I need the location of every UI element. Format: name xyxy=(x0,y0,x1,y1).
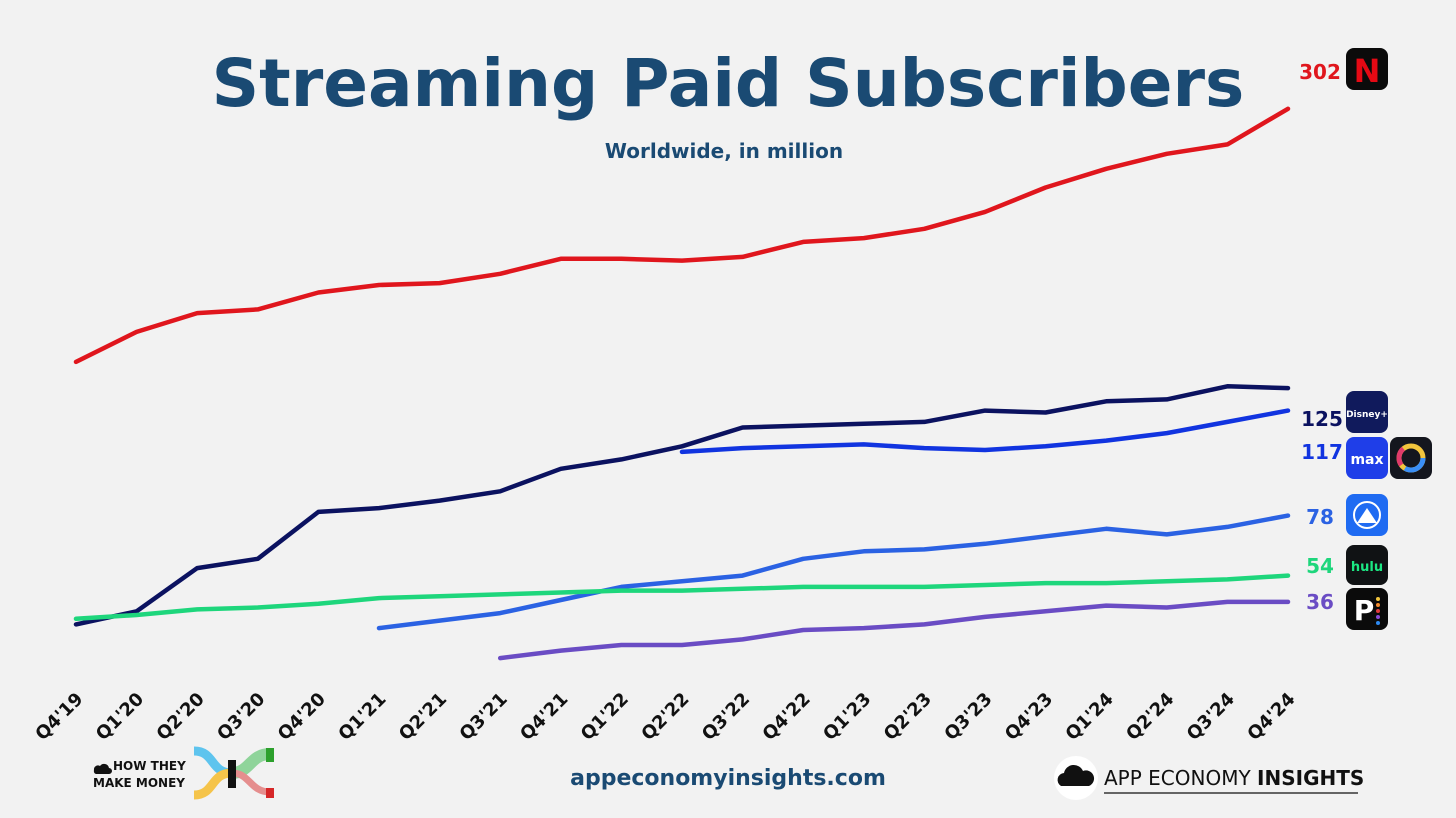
netflix-icon: N xyxy=(1346,48,1388,90)
series-line-peacock xyxy=(497,599,1291,661)
x-tick-label: Q4'20 xyxy=(274,689,330,745)
x-tick-label: Q2'21 xyxy=(395,689,451,745)
x-tick-label: Q3'24 xyxy=(1183,689,1239,745)
peacock-icon: P xyxy=(1346,588,1388,630)
x-tick-label: Q4'19 xyxy=(31,689,87,745)
end-label-paramount-: 78 xyxy=(1306,505,1334,529)
max-logo-text: max xyxy=(1350,452,1383,468)
how-they-text: HOW THEY xyxy=(113,759,186,773)
netflix-logo-text: N xyxy=(1354,52,1381,90)
brand-regular: APP ECONOMY xyxy=(1104,766,1257,790)
series-line-max xyxy=(679,408,1291,455)
series-line-disney- xyxy=(73,384,1291,627)
x-tick-label: Q2'20 xyxy=(153,689,209,745)
hulu-logo-text: hulu xyxy=(1351,560,1383,575)
website-url[interactable]: appeconomyinsights.com xyxy=(570,766,886,791)
max-icon: max xyxy=(1346,437,1388,479)
cloud-gamepad-icon xyxy=(1057,764,1095,786)
x-tick-label: Q3'22 xyxy=(698,689,754,745)
cloud-icon xyxy=(93,763,112,774)
end-label-hulu: 54 xyxy=(1306,554,1334,578)
series-line-paramount- xyxy=(376,513,1291,631)
end-labels: 302 125 117 78 54 36 xyxy=(1299,60,1343,614)
x-tick-label: Q1'21 xyxy=(334,689,390,745)
app-economy-insights-logo: APP ECONOMY INSIGHTS xyxy=(1054,756,1364,800)
x-tick-label: Q4'22 xyxy=(759,689,815,745)
x-tick-label: Q4'24 xyxy=(1243,689,1299,745)
end-label-peacock: 36 xyxy=(1306,590,1334,614)
end-label-disney-: 125 xyxy=(1301,407,1343,431)
brand-bold: INSIGHTS xyxy=(1257,766,1364,790)
end-label-netflix: 302 xyxy=(1299,60,1341,84)
how-they-make-money-logo: HOW THEY MAKE MONEY xyxy=(93,746,274,800)
x-tick-label: Q2'24 xyxy=(1122,689,1178,745)
paramount-plus-icon xyxy=(1346,494,1388,536)
x-tick-label: Q1'20 xyxy=(92,689,148,745)
peacock-logo-text: P xyxy=(1354,594,1375,627)
x-tick-label: Q4'21 xyxy=(516,689,572,745)
x-tick-label: Q3'20 xyxy=(213,689,269,745)
series-line-netflix xyxy=(73,106,1291,365)
x-tick-label: Q3'21 xyxy=(456,689,512,745)
series-line-hulu xyxy=(73,573,1291,622)
chart-subtitle: Worldwide, in million xyxy=(605,139,843,163)
x-tick-label: Q2'22 xyxy=(637,689,693,745)
make-money-text: MAKE MONEY xyxy=(93,776,185,790)
x-tick-label: Q2'23 xyxy=(880,689,936,745)
disney-logo-text: Disney+ xyxy=(1346,410,1388,420)
x-tick-label: Q1'22 xyxy=(577,689,633,745)
x-axis-ticks: Q4'19 Q1'20 Q2'20 Q3'20 Q4'20 Q1'21 Q2'21 Q3'21… xyxy=(31,689,1299,745)
disney-plus-icon: Disney+ xyxy=(1346,391,1388,433)
series-lines xyxy=(73,106,1291,661)
discovery-plus-icon xyxy=(1390,437,1432,479)
x-tick-label: Q3'23 xyxy=(940,689,996,745)
brand-name: APP ECONOMY INSIGHTS xyxy=(1104,766,1364,790)
x-tick-label: Q4'23 xyxy=(1001,689,1057,745)
hulu-icon: hulu xyxy=(1346,545,1388,585)
chart-title: Streaming Paid Subscribers xyxy=(212,45,1245,122)
x-tick-label: Q1'24 xyxy=(1062,689,1118,745)
x-tick-label: Q1'23 xyxy=(819,689,875,745)
end-label-max: 117 xyxy=(1301,440,1343,464)
